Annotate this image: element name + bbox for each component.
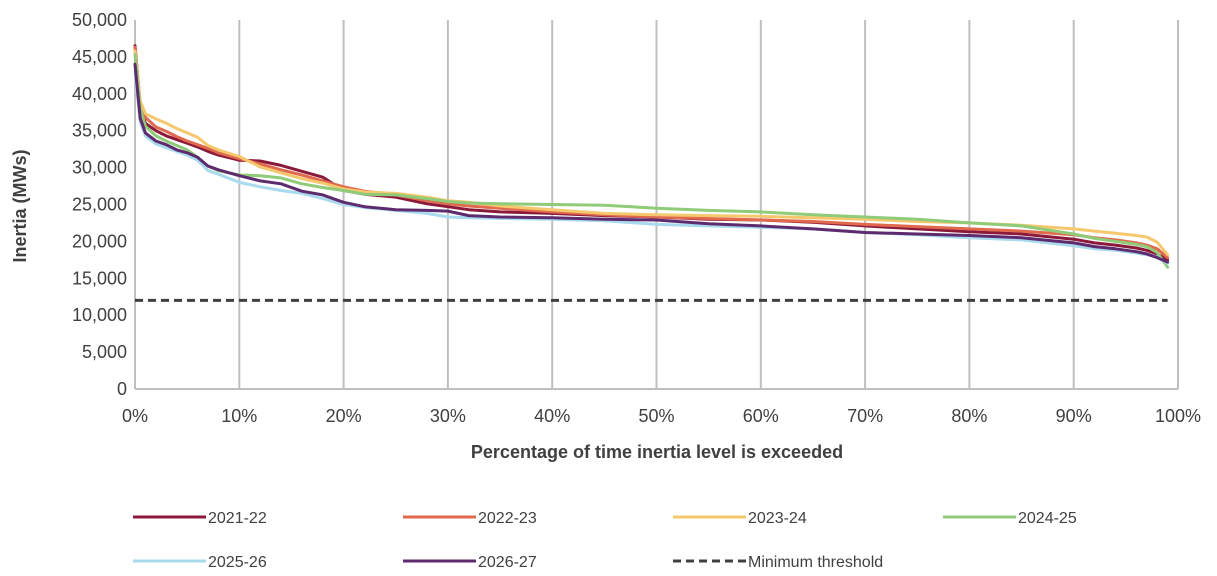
legend-item: 2021-22: [133, 510, 267, 527]
y-tick-label: 50,000: [72, 10, 127, 30]
series-line-2026-27: [133, 62, 1170, 264]
x-tick-label: 80%: [951, 406, 987, 426]
legend-label: 2022-23: [478, 510, 537, 527]
legend-label: Minimum threshold: [748, 554, 883, 571]
series-line-2025-26: [133, 70, 1170, 265]
x-tick-label: 40%: [534, 406, 570, 426]
y-tick-label: 45,000: [72, 47, 127, 67]
legend-label: 2024-25: [1018, 510, 1077, 527]
x-tick-label: 0%: [122, 406, 148, 426]
tick-labels: 0 5,000 10,000 15,000 20,000 25,000 30,000 35,0…: [72, 10, 1201, 426]
legend-item: 2023-24: [673, 510, 807, 527]
x-tick-label: 10%: [221, 406, 257, 426]
y-tick-label: 40,000: [72, 84, 127, 104]
legend-label: 2021-22: [208, 510, 267, 527]
y-tick-label: 10,000: [72, 305, 127, 325]
legend-item: 2022-23: [403, 510, 537, 527]
x-tick-label: 50%: [638, 406, 674, 426]
y-axis-title: Inertia (MWs): [10, 149, 30, 262]
y-tick-label: 20,000: [72, 231, 127, 251]
legend-item: Minimum threshold: [673, 554, 883, 571]
y-tick-label: 25,000: [72, 195, 127, 215]
x-tick-label: 30%: [430, 406, 466, 426]
legend-label: 2026-27: [478, 554, 537, 571]
y-tick-label: 35,000: [72, 121, 127, 141]
y-tick-label: 0: [117, 379, 127, 399]
series-line-2021-22: [133, 44, 1170, 262]
y-tick-label: 15,000: [72, 268, 127, 288]
x-tick-label: 90%: [1056, 406, 1092, 426]
legend-item: 2024-25: [943, 510, 1077, 527]
legend-item: 2026-27: [403, 554, 537, 571]
series-lines: [133, 44, 1170, 302]
x-tick-label: 70%: [847, 406, 883, 426]
x-tick-label: 100%: [1155, 406, 1201, 426]
legend-item: 2025-26: [133, 554, 267, 571]
gridlines: [238, 20, 1179, 389]
y-tick-label: 5,000: [82, 342, 127, 362]
series-line-2024-25: [133, 53, 1170, 269]
x-tick-label: 20%: [326, 406, 362, 426]
x-tick-label: 60%: [743, 406, 779, 426]
y-tick-label: 30,000: [72, 158, 127, 178]
series-line-2022-23: [133, 45, 1170, 260]
x-axis-title: Percentage of time inertia level is exce…: [471, 442, 843, 462]
legend: 2021-22 2022-23 2023-24 2024-25 2025-26 2026-…: [133, 510, 1077, 571]
legend-label: 2023-24: [748, 510, 807, 527]
legend-label: 2025-26: [208, 554, 267, 571]
